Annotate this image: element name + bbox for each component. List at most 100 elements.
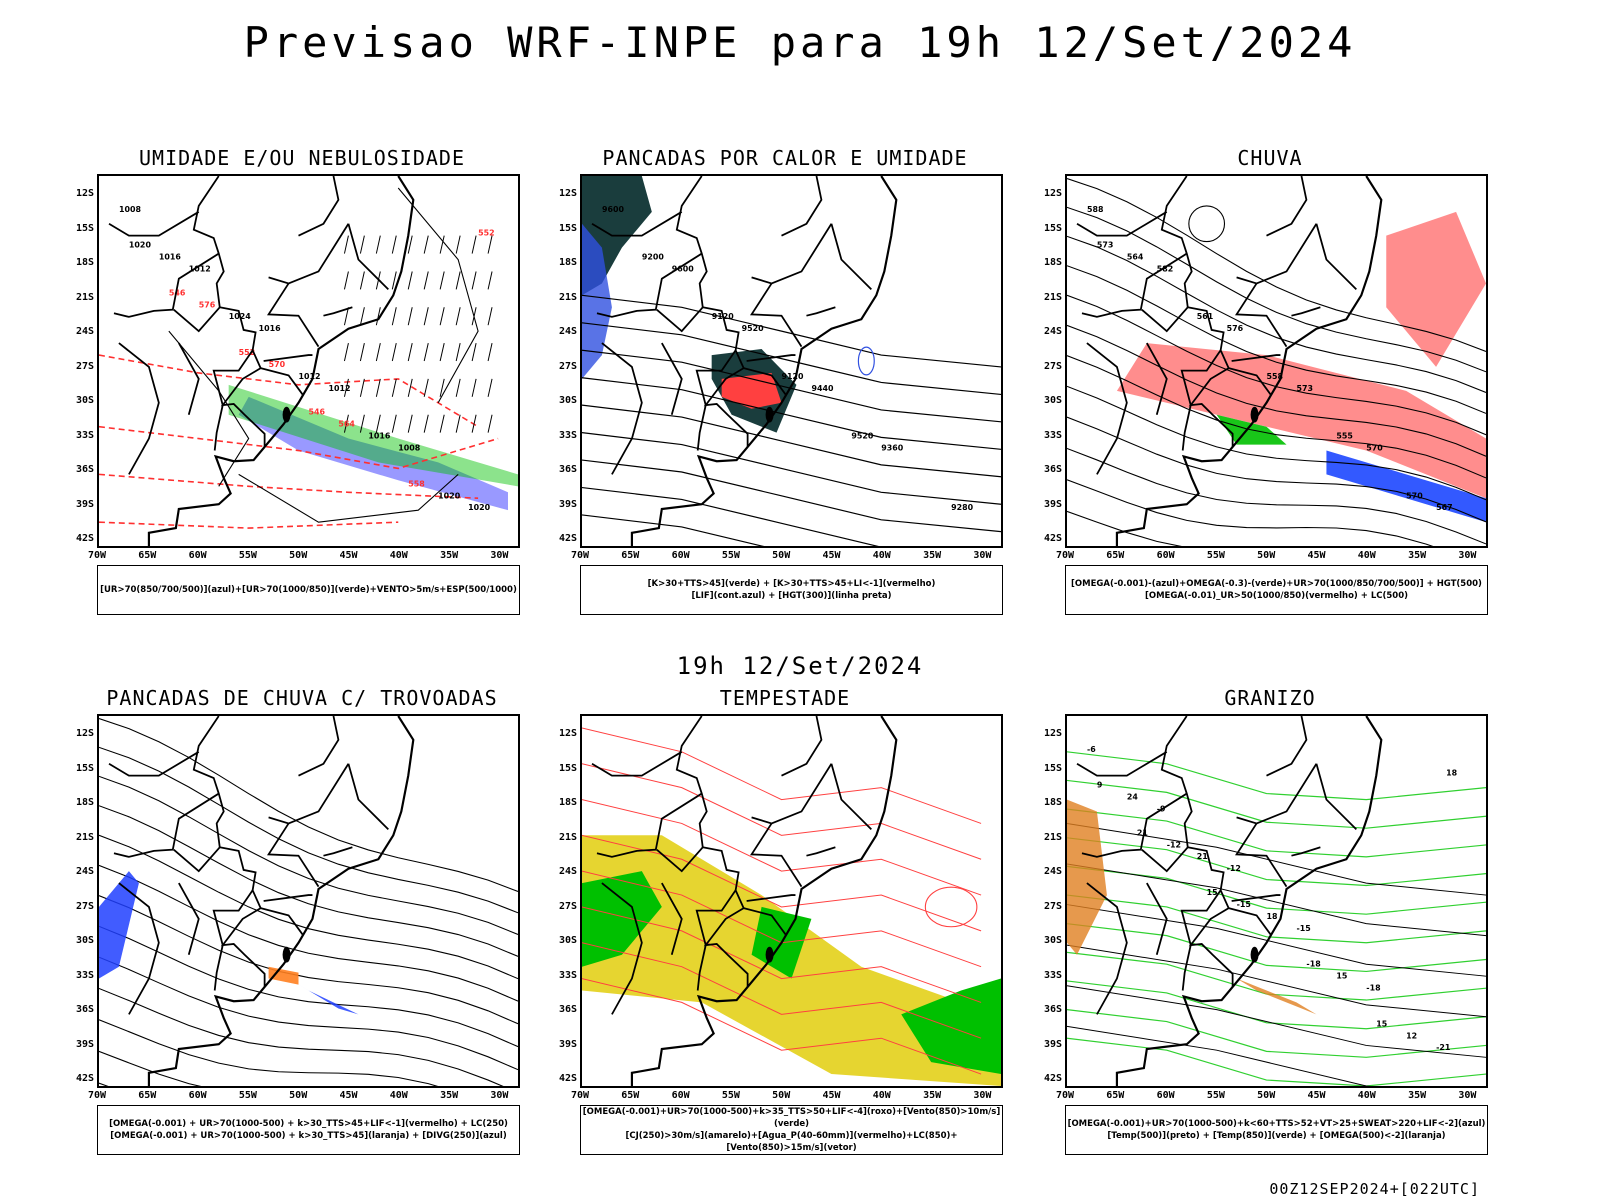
wind-vector (487, 307, 493, 326)
boundary-line (749, 822, 803, 888)
panel-legend: [OMEGA(-0.001)+UR>70(1000-500)+k>35_TTS>… (580, 1105, 1003, 1155)
wind-vector (423, 414, 429, 433)
boundary-line (1291, 846, 1321, 857)
boundary-line (1160, 716, 1234, 987)
temp500-contour (1067, 822, 1486, 896)
wind-vector (343, 235, 349, 254)
legend-line: [LIF](cont.azul) + [HGT(300)](linha pret… (691, 591, 892, 601)
legend-line: [UR>70(850/700/500)](azul)+[UR>70(1000/8… (100, 585, 517, 595)
lon-tick-label: 30W (490, 1090, 509, 1101)
legend-line: [K>30+TTS>45](verde) + [K>30+TTS>45+LI<-… (647, 579, 936, 589)
boundary-line (212, 889, 254, 946)
wind-vector (471, 378, 477, 397)
coastline (1115, 716, 1383, 1086)
divg-blue (99, 871, 139, 979)
lon-tick-label: 45W (822, 1090, 841, 1101)
contour-label: 1016 (259, 324, 282, 333)
panel-granizo: GRANIZO 12S 15S 18S 21S 24S 27S 30S 33S 36S 39S 42S… (1030, 686, 1510, 1166)
lon-tick-label: 30W (1458, 550, 1477, 561)
boundary-line (173, 306, 221, 333)
lat-tick-label: 33S (558, 429, 577, 441)
contour-label: 9280 (951, 503, 974, 512)
boundary-line (695, 349, 737, 406)
lat-tick-label: 33S (1043, 969, 1062, 981)
contour-label: 1016 (159, 253, 182, 262)
wind-vector (391, 307, 397, 326)
panel-legend: [UR>70(850/700/500)](azul)+[UR>70(1000/8… (97, 565, 520, 615)
lat-tick-label: 15S (558, 222, 577, 234)
lat-tick-label: 30S (75, 935, 94, 946)
panel-title: GRANIZO (1224, 686, 1316, 710)
lat-tick-label: 42S (1043, 533, 1062, 544)
lat-tick-label: 36S (75, 464, 94, 475)
wind-vector (487, 414, 493, 433)
wind-vector (439, 414, 445, 433)
lat-tick-label: 39S (1043, 1038, 1062, 1050)
wind-vector (455, 271, 461, 290)
temp500-contour (1067, 863, 1486, 937)
boundary-line (1228, 367, 1272, 395)
lat-tick-label: 39S (75, 1038, 94, 1050)
wind-vector (391, 342, 397, 362)
lat-tick-label: 12S (75, 188, 94, 199)
contour-label: 9600 (602, 205, 625, 214)
wind-vector (455, 307, 461, 326)
boundary-line (1236, 223, 1318, 285)
boundary-line (695, 889, 737, 946)
boundary-line (1146, 342, 1168, 415)
streamline (99, 1082, 109, 1086)
lat-tick-label: 42S (75, 533, 94, 544)
lon-tick-label: 50W (289, 550, 308, 561)
temp850-contour (1067, 808, 1486, 858)
streamline (1067, 510, 1182, 546)
lat-tick-label: 39S (1043, 498, 1062, 510)
boundary-line (113, 792, 220, 858)
lat-tick-label: 12S (1043, 728, 1062, 739)
wind-vector (423, 271, 429, 290)
boundary-line (212, 349, 254, 406)
boundary-line (1228, 907, 1272, 935)
map-canvas: 1008101210161012100810201016102410121016… (99, 176, 518, 546)
panel-title: PANCADAS DE CHUVA C/ TROVOADAS (106, 686, 498, 710)
streamline (99, 895, 518, 1025)
streamline (99, 864, 518, 1002)
contour-label: 567 (1436, 503, 1453, 512)
lat-tick-label: 15S (1043, 222, 1062, 234)
legend-line: [Temp(500)](preto) + [Temp(850)](verde) … (1107, 1131, 1446, 1141)
boundary-line (323, 306, 353, 317)
boundary-line (1141, 846, 1189, 873)
boundary-line (323, 846, 353, 857)
pressure-contour (238, 473, 459, 523)
lon-tick-label: 65W (1106, 1090, 1125, 1101)
contour-label: 1008 (398, 444, 421, 453)
panel-legend: [OMEGA(-0.001)+UR>70(1000-500)+k<60+TTS>… (1065, 1105, 1488, 1155)
wind-vector (407, 414, 413, 433)
contour-label: 24 (1127, 793, 1139, 802)
contour-label: 582 (1157, 264, 1174, 273)
boundary-line (746, 894, 796, 902)
boundary-line (1081, 792, 1188, 858)
lat-tick-label: 36S (558, 1004, 577, 1015)
contour-label: 1012 (328, 384, 350, 393)
boundary-line (806, 846, 836, 857)
lon-tick-label: 35W (440, 1090, 459, 1101)
boundary-line (746, 354, 796, 362)
lat-tick-label: 21S (75, 291, 94, 303)
boundary-line (113, 252, 220, 318)
lat-tick-label: 24S (75, 866, 94, 877)
contour-label: -15 (1237, 900, 1251, 909)
lon-tick-label: 60W (188, 1090, 207, 1101)
wind-vector (471, 307, 477, 326)
temp500-contour (1067, 1025, 1372, 1086)
temp500-contour (1067, 944, 1486, 1018)
lat-tick-label: 30S (558, 395, 577, 406)
lc850-streamline (582, 834, 982, 932)
panel-pancadas-trovoadas: PANCADAS DE CHUVA C/ TROVOADAS 12S 15S 18S 2… (62, 686, 542, 1166)
boundary-line (591, 211, 683, 237)
wind-vector (343, 307, 349, 326)
contour-label: -15 (1296, 924, 1310, 933)
lon-tick-label: 35W (1408, 1090, 1427, 1101)
lon-tick-label: 40W (1357, 550, 1376, 561)
lon-tick-label: 65W (138, 1090, 157, 1101)
